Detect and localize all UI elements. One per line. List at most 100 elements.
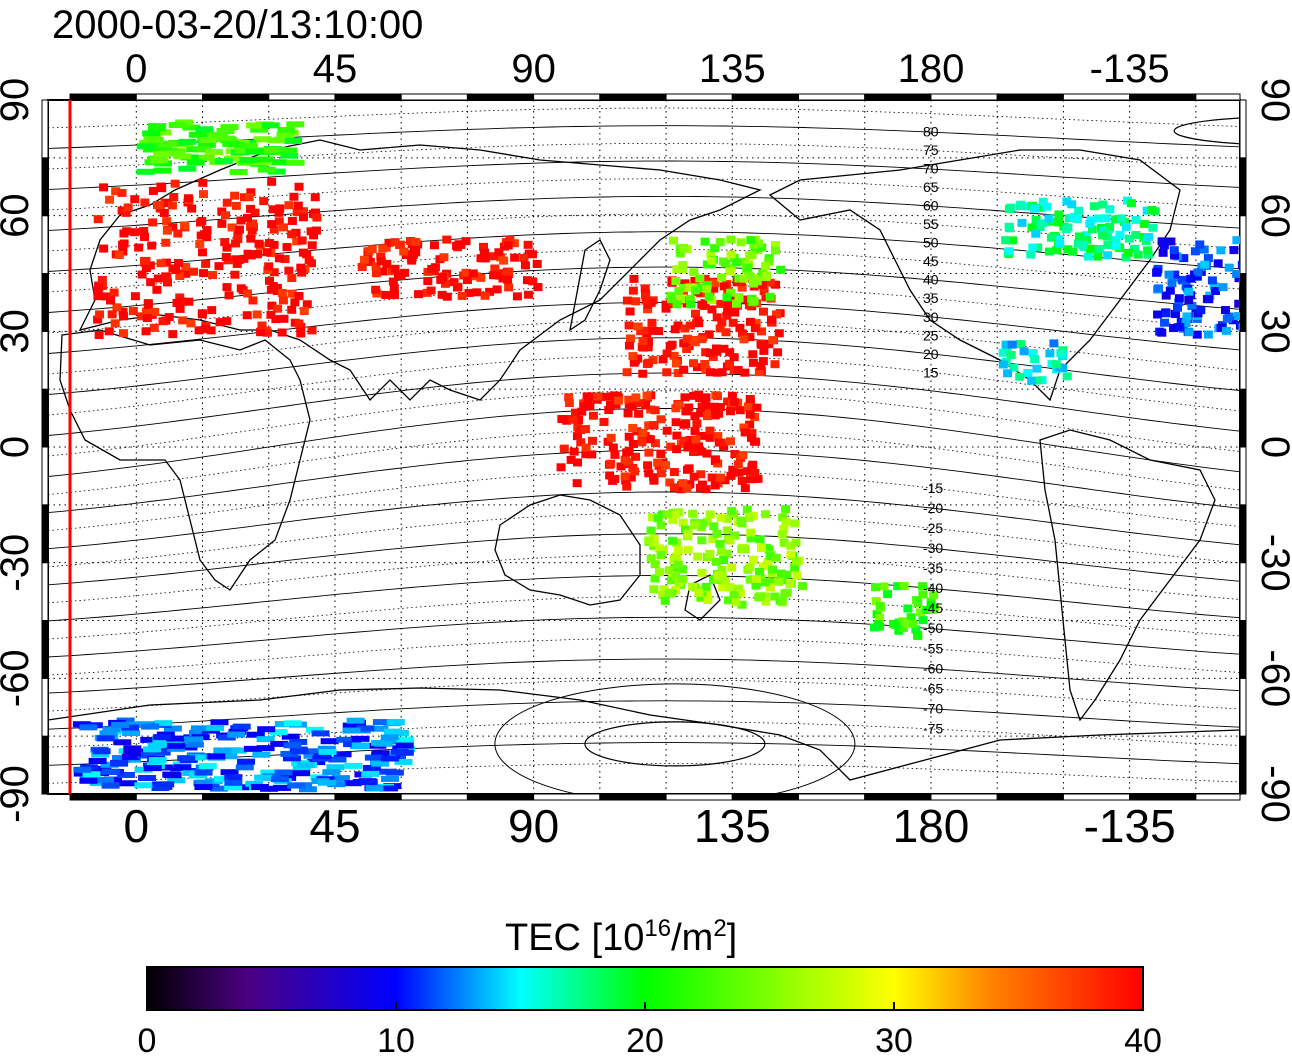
tec-cell [1250,279,1259,287]
tec-cell [269,225,279,234]
tec-cell [523,240,533,249]
tec-cell [166,742,185,749]
border-tick-left [41,735,49,795]
tec-cell [1032,364,1042,373]
y-tick-label-left: 90 [0,78,37,123]
tec-cell [1252,269,1261,277]
tec-cell [1103,251,1113,260]
tec-cell [753,474,763,483]
tec-cell [701,348,711,357]
tec-cell [284,201,294,210]
border-tick-top [599,93,667,101]
tec-cell [888,619,898,628]
tec-cell [767,569,777,578]
tec-cell [587,450,597,459]
tec-cell [122,227,132,236]
tec-cell [707,256,717,265]
tec-cell [631,297,641,306]
tec-cell [658,591,668,600]
tec-cell [739,335,749,344]
tec-cell [181,269,191,278]
tec-cell [243,289,253,298]
contour-label: 25 [923,327,939,343]
tec-cell [243,745,262,752]
tec-cell [153,160,172,167]
tec-cell [676,295,686,304]
tec-cell [739,423,749,432]
border-tick-left [41,388,49,448]
tec-cell [167,150,186,157]
tec-cell [343,780,362,787]
tec-cell [1258,272,1267,280]
tec-cell [1239,304,1240,313]
tec-cell [1089,202,1099,211]
tec-cell [1258,284,1267,292]
tec-cell [694,319,704,328]
tec-cell [149,323,159,332]
tec-cell [693,552,703,561]
tec-cell [678,261,688,270]
tec-cell [908,619,918,628]
tec-cell [898,617,908,626]
tec-cell [768,565,778,574]
tec-cell [750,245,760,254]
tec-cell [140,736,159,743]
tec-cell [427,264,437,273]
tec-cell [1237,260,1240,269]
tec-cell [442,235,452,244]
tec-cell [423,277,433,286]
tec-cell [638,336,648,345]
tec-cell [745,563,755,572]
tec-cell [1006,203,1016,212]
tec-cell [99,730,118,737]
tec-cell [918,616,928,625]
tec-cell [871,583,881,592]
tec-cell [94,283,104,292]
tec-cell [294,292,304,301]
tec-cell [697,568,707,577]
tec-cell [222,283,232,292]
tec-cell [1087,225,1097,234]
tec-cell [153,274,163,283]
colorbar-tick-label: 10 [377,1022,415,1057]
tec-cell [581,443,591,452]
tec-cell [1037,376,1047,385]
tec-cell [1267,261,1276,269]
tec-cell [1054,210,1064,219]
border-tick-left [41,446,49,506]
tec-cell [624,432,634,441]
tec-cell [726,235,736,244]
tec-cell [378,244,388,253]
tec-cell [671,571,681,580]
tec-cell [267,220,277,229]
tec-cell [279,147,298,154]
tec-cell [478,242,488,251]
contour-line [48,319,1240,375]
tec-cell [646,405,656,414]
tec-cell [1264,291,1273,299]
tec-cell [161,764,180,771]
tec-cell [644,421,654,430]
tec-cell [682,334,692,343]
tec-cell [785,579,795,588]
y-tick-label-right: 0 [1253,436,1292,458]
tec-cell [153,734,172,741]
border-tick-bottom [202,793,270,801]
tec-cell [1033,243,1043,252]
tec-cell [581,425,591,434]
tec-measurement-blocks [72,119,1276,793]
tec-cell [107,310,117,319]
tec-cell [628,286,638,295]
tec-cell [759,287,769,296]
tec-cell [695,274,705,283]
tec-cell [685,435,695,444]
tec-cell [797,581,807,590]
tec-cell [650,574,660,583]
tec-cell [705,433,715,442]
border-tick-left [41,562,49,622]
contour-label: 80 [923,124,939,140]
tec-cell [246,731,265,738]
tec-cell [777,530,787,539]
tec-cell [130,228,140,237]
